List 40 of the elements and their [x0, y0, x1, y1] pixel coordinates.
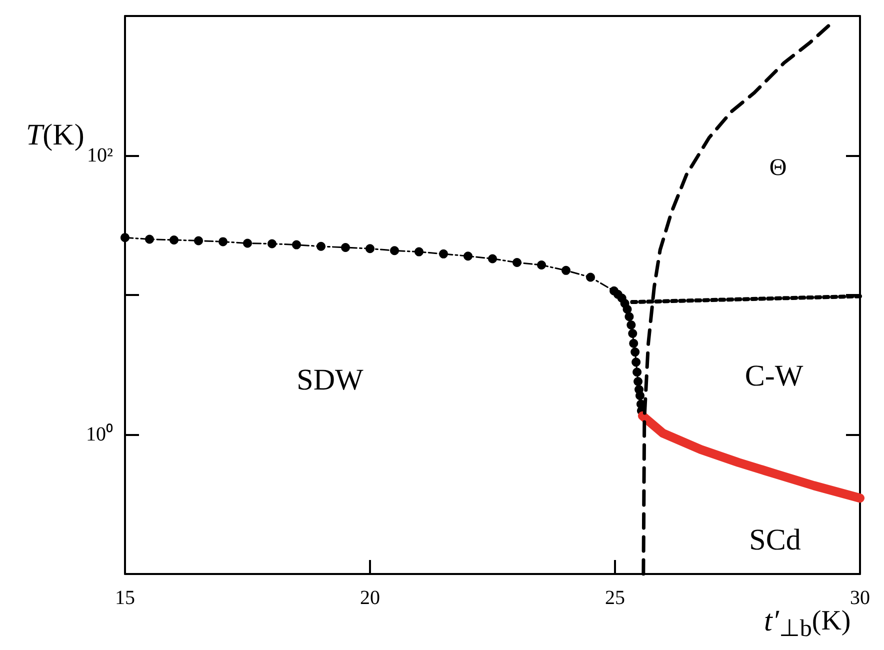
y-axis-title: T(K)	[26, 118, 84, 152]
point	[316, 242, 326, 251]
point	[218, 237, 228, 246]
annotation: SDW	[296, 364, 364, 396]
point	[414, 247, 424, 256]
point	[628, 328, 638, 338]
point	[170, 235, 178, 244]
point	[626, 320, 636, 330]
x-tick-label: 25	[605, 587, 625, 609]
point	[636, 391, 644, 400]
point	[537, 260, 546, 270]
point	[634, 376, 643, 386]
point	[624, 312, 634, 322]
x-tick-label: 15	[115, 587, 135, 609]
point	[439, 249, 448, 258]
point	[145, 234, 154, 244]
annotation: SCd	[749, 524, 801, 556]
point	[630, 348, 640, 357]
y-tick-label: 10⁰	[86, 422, 113, 446]
point	[366, 244, 374, 254]
point	[341, 243, 350, 252]
x-tick-label: 30	[850, 587, 870, 609]
point	[243, 238, 252, 248]
annotation: C-W	[744, 360, 804, 392]
point	[390, 246, 399, 256]
point	[120, 233, 130, 242]
point	[629, 338, 638, 348]
point	[268, 239, 276, 248]
point	[562, 266, 570, 275]
point	[488, 254, 497, 264]
y-tick-label: 10²	[87, 144, 113, 166]
point	[586, 272, 595, 282]
point	[194, 236, 203, 246]
point	[292, 240, 301, 250]
point	[512, 258, 522, 267]
point	[632, 368, 642, 377]
x-tick-label: 20	[360, 587, 380, 609]
annotation: Θ	[769, 155, 787, 181]
point	[632, 358, 641, 367]
point	[464, 252, 472, 261]
